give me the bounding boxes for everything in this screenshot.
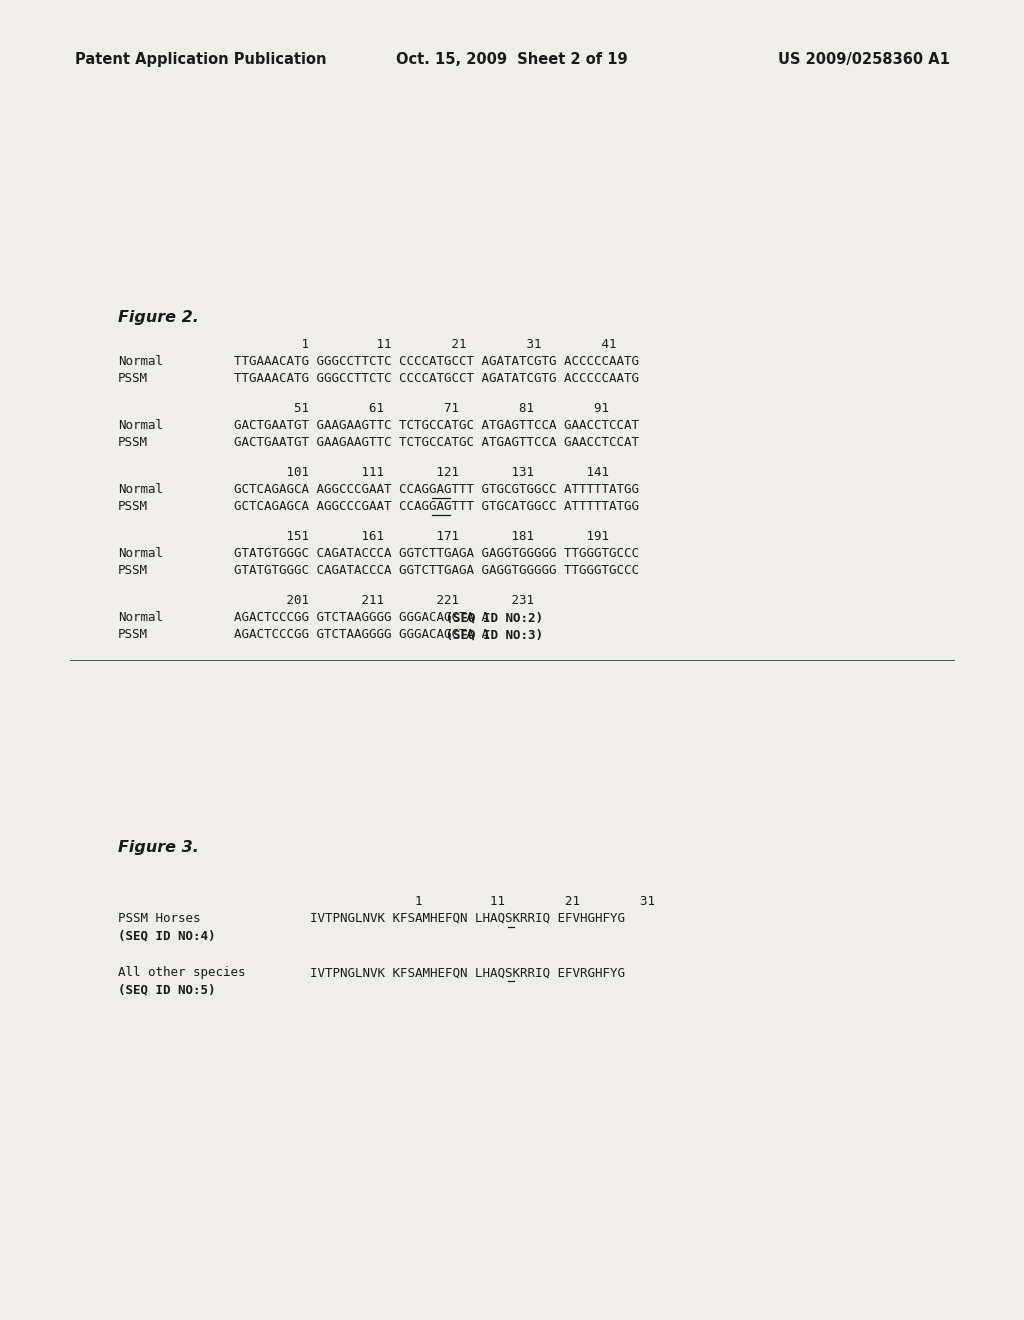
Text: IVTPNGLNVK KFSAMHEFQN LHAQSKRRIQ EFVRGHFYG: IVTPNGLNVK KFSAMHEFQN LHAQSKRRIQ EFVRGHF… <box>310 966 625 979</box>
Text: GTATGTGGGC CAGATACCCA GGTCTTGAGA GAGGTGGGGG TTGGGTGCCC: GTATGTGGGC CAGATACCCA GGTCTTGAGA GAGGTGG… <box>234 564 639 577</box>
Text: AGACTCCCGG GTCTAAGGGG GGGACAGCTA A: AGACTCCCGG GTCTAAGGGG GGGACAGCTA A <box>234 611 489 624</box>
Text: Normal: Normal <box>118 483 163 496</box>
Text: IVTPNGLNVK KFSAMHEFQN LHAQSKRRIQ EFVHGHFYG: IVTPNGLNVK KFSAMHEFQN LHAQSKRRIQ EFVHGHF… <box>310 912 625 925</box>
Text: GACTGAATGT GAAGAAGTTC TCTGCCATGC ATGAGTTCCA GAACCTCCAT: GACTGAATGT GAAGAAGTTC TCTGCCATGC ATGAGTT… <box>234 418 639 432</box>
Text: (SEQ ID NO:4): (SEQ ID NO:4) <box>118 929 215 942</box>
Text: 1         11        21        31: 1 11 21 31 <box>310 895 655 908</box>
Text: AGACTCCCGG GTCTAAGGGG GGGACAGCTA A: AGACTCCCGG GTCTAAGGGG GGGACAGCTA A <box>234 628 489 642</box>
Text: 151       161       171       181       191: 151 161 171 181 191 <box>234 531 609 543</box>
Text: Figure 3.: Figure 3. <box>118 840 199 855</box>
Text: 51        61        71        81        91: 51 61 71 81 91 <box>234 403 609 414</box>
Text: 1         11        21        31        41: 1 11 21 31 41 <box>234 338 616 351</box>
Text: GTATGTGGGC CAGATACCCA GGTCTTGAGA GAGGTGGGGG TTGGGTGCCC: GTATGTGGGC CAGATACCCA GGTCTTGAGA GAGGTGG… <box>234 546 639 560</box>
Text: Oct. 15, 2009  Sheet 2 of 19: Oct. 15, 2009 Sheet 2 of 19 <box>396 51 628 67</box>
Text: Normal: Normal <box>118 418 163 432</box>
Text: PSSM: PSSM <box>118 564 148 577</box>
Text: Patent Application Publication: Patent Application Publication <box>75 51 327 67</box>
Text: GCTCAGAGCA AGGCCCGAAT CCAGGAGTTT GTGCATGGCC ATTTTTATGG: GCTCAGAGCA AGGCCCGAAT CCAGGAGTTT GTGCATG… <box>234 500 639 513</box>
Text: Normal: Normal <box>118 611 163 624</box>
Text: 201       211       221       231: 201 211 221 231 <box>234 594 534 607</box>
Text: PSSM Horses: PSSM Horses <box>118 912 201 925</box>
Text: Normal: Normal <box>118 546 163 560</box>
Text: GACTGAATGT GAAGAAGTTC TCTGCCATGC ATGAGTTCCA GAACCTCCAT: GACTGAATGT GAAGAAGTTC TCTGCCATGC ATGAGTT… <box>234 436 639 449</box>
Text: Figure 2.: Figure 2. <box>118 310 199 325</box>
Text: PSSM: PSSM <box>118 628 148 642</box>
Text: (SEQ ID NO:5): (SEQ ID NO:5) <box>118 983 215 997</box>
Text: TTGAAACATG GGGCCTTCTC CCCCATGCCT AGATATCGTG ACCCCCAATG: TTGAAACATG GGGCCTTCTC CCCCATGCCT AGATATC… <box>234 372 639 385</box>
Text: PSSM: PSSM <box>118 436 148 449</box>
Text: PSSM: PSSM <box>118 372 148 385</box>
Text: (SEQ ID NO:3): (SEQ ID NO:3) <box>438 628 543 642</box>
Text: PSSM: PSSM <box>118 500 148 513</box>
Text: All other species: All other species <box>118 966 246 979</box>
Text: 101       111       121       131       141: 101 111 121 131 141 <box>234 466 609 479</box>
Text: GCTCAGAGCA AGGCCCGAAT CCAGGAGTTT GTGCGTGGCC ATTTTTATGG: GCTCAGAGCA AGGCCCGAAT CCAGGAGTTT GTGCGTG… <box>234 483 639 496</box>
Text: US 2009/0258360 A1: US 2009/0258360 A1 <box>778 51 950 67</box>
Text: (SEQ ID NO:2): (SEQ ID NO:2) <box>438 611 543 624</box>
Text: Normal: Normal <box>118 355 163 368</box>
Text: TTGAAACATG GGGCCTTCTC CCCCATGCCT AGATATCGTG ACCCCCAATG: TTGAAACATG GGGCCTTCTC CCCCATGCCT AGATATC… <box>234 355 639 368</box>
